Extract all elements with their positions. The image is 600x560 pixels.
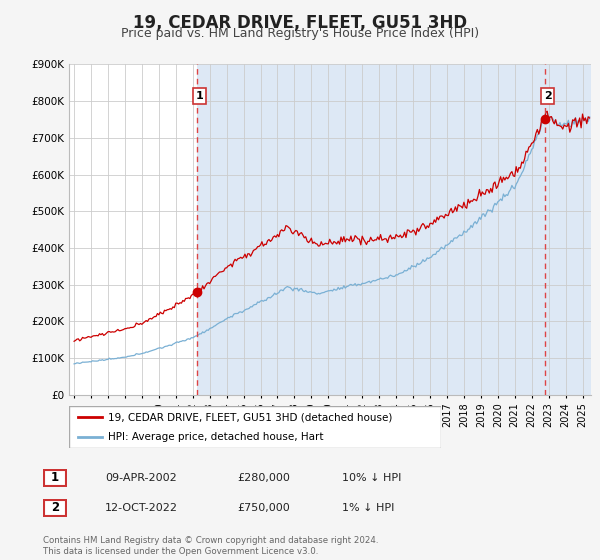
Text: 19, CEDAR DRIVE, FLEET, GU51 3HD: 19, CEDAR DRIVE, FLEET, GU51 3HD <box>133 14 467 32</box>
Text: £280,000: £280,000 <box>237 473 290 483</box>
Text: 2: 2 <box>544 91 551 101</box>
Text: 1: 1 <box>196 91 204 101</box>
Text: Contains HM Land Registry data © Crown copyright and database right 2024.
This d: Contains HM Land Registry data © Crown c… <box>43 536 379 556</box>
Text: 10% ↓ HPI: 10% ↓ HPI <box>342 473 401 483</box>
Text: 1% ↓ HPI: 1% ↓ HPI <box>342 503 394 513</box>
Text: 12-OCT-2022: 12-OCT-2022 <box>105 503 178 513</box>
Text: 2: 2 <box>51 501 59 515</box>
Text: £750,000: £750,000 <box>237 503 290 513</box>
Bar <box>69 64 197 395</box>
Text: HPI: Average price, detached house, Hart: HPI: Average price, detached house, Hart <box>108 432 323 442</box>
Text: 09-APR-2002: 09-APR-2002 <box>105 473 177 483</box>
Text: Price paid vs. HM Land Registry's House Price Index (HPI): Price paid vs. HM Land Registry's House … <box>121 27 479 40</box>
Text: 1: 1 <box>51 471 59 484</box>
Text: 19, CEDAR DRIVE, FLEET, GU51 3HD (detached house): 19, CEDAR DRIVE, FLEET, GU51 3HD (detach… <box>108 412 392 422</box>
